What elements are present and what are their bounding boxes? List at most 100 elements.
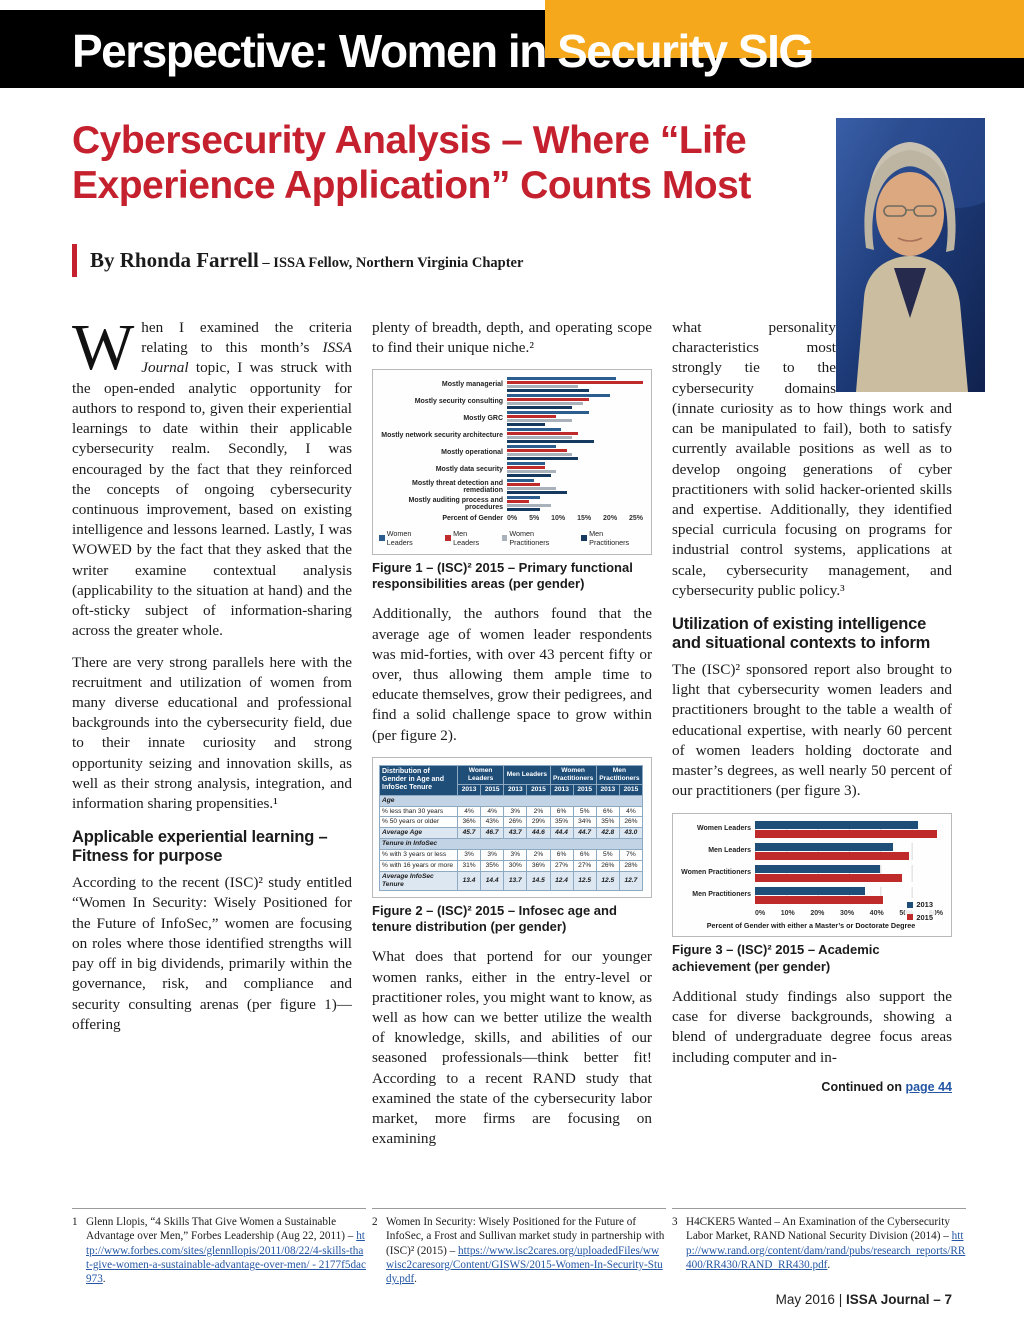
continued-page-link[interactable]: page 44 — [905, 1079, 952, 1094]
chart-legend-item: 2013 — [907, 900, 933, 910]
chart-tick: 40% — [869, 909, 884, 917]
footnote-link[interactable]: http://www.forbes.com/sites/glennllopis/… — [86, 1230, 366, 1286]
chart-legend-swatch — [581, 535, 588, 542]
photo-wrap-spacer — [836, 318, 952, 396]
paragraph: Additional study findings also support t… — [672, 987, 952, 1066]
chart-bar — [755, 864, 881, 873]
chart-plot-area — [507, 377, 643, 393]
chart-bar — [507, 423, 546, 427]
column-2: plenty of breadth, depth, and operating … — [372, 318, 652, 1202]
chart-legend-item: 2015 — [907, 913, 933, 923]
table-cell: 36% — [456, 816, 482, 829]
chart-category-label: Mostly network security architecture — [381, 432, 503, 440]
table-cell: 6% — [549, 805, 574, 818]
chart-axis: Percent of Gender 0% 5% 10% 15% 20% 25% — [379, 514, 643, 523]
table-cell: 2% — [526, 849, 551, 862]
table-year-cell: 2015 — [572, 783, 597, 796]
footer-date: May 2016 — [775, 1292, 835, 1307]
table-year-cell: 2013 — [503, 783, 528, 796]
chart-legend-label: Women Practitioners — [509, 528, 550, 548]
table-cell: 14.4 — [480, 870, 505, 891]
paragraph: plenty of breadth, depth, and operating … — [372, 319, 652, 357]
chart-bar — [507, 406, 573, 410]
chart-row: Women Leaders — [679, 820, 943, 838]
chart-bar — [507, 491, 567, 495]
drop-cap: W — [72, 318, 135, 384]
table-row: % 50 years or older 36% 43% 26% 29% 35% 34% 35%… — [379, 816, 644, 829]
chart-bar — [507, 432, 578, 436]
chart-bar — [507, 419, 573, 423]
paragraph: The (ISC)² sponsored report also brought… — [672, 661, 952, 800]
table-cell: 43.0 — [618, 827, 644, 840]
footnote-text-after: . — [827, 1258, 831, 1271]
chart-plot-area — [507, 479, 643, 495]
chart-axis: 0%10%20%30%40%50%60% — [679, 909, 943, 918]
subheading-experiential-learning: Applicable experiential learning – Fitne… — [72, 828, 328, 866]
footnote-2: 2 Women In Security: Wisely Positioned fo… — [372, 1208, 666, 1287]
table-cell: 26% — [595, 860, 620, 872]
figure-3-legend: 2013 2015 — [905, 897, 935, 925]
table-cell: 3% — [503, 805, 528, 818]
paragraph: What does that portend for our younger w… — [372, 948, 652, 1148]
chart-tick: 15% — [577, 515, 592, 523]
table-group-header: Women Leaders — [456, 764, 505, 785]
chart-legend-item: Men Leaders — [445, 529, 493, 548]
chart-plot-area — [507, 496, 643, 512]
byline: By Rhonda Farrell – ISSA Fellow, Norther… — [72, 244, 523, 277]
table-cell: 42.8 — [595, 827, 620, 840]
table-year-cell: 2013 — [595, 783, 620, 796]
footnote-text-after: . — [414, 1273, 417, 1286]
table-row-label: Average Age — [379, 827, 458, 840]
table-cell: 13.4 — [456, 870, 482, 891]
chart-row: Mostly threat detection and remediation — [379, 479, 643, 495]
table-cell: 4% — [618, 805, 644, 818]
chart-legend: Women Leaders Men Leaders Women Practition… — [379, 529, 643, 548]
table-cell: 7% — [618, 849, 644, 862]
chart-bar — [507, 504, 551, 508]
table-cell: 12.4 — [549, 870, 574, 891]
table-section-title: Tenure in InfoSec — [379, 838, 643, 851]
table-section-title: Age — [379, 794, 643, 807]
chart-bar — [507, 508, 540, 512]
chart-legend-item: Men Practitioners — [581, 529, 643, 548]
section-title-left: Perspective: Women in — [72, 25, 547, 77]
chart-category-label: Mostly GRC — [463, 415, 503, 423]
chart-tick: 20% — [603, 515, 618, 523]
chart-plot-area — [755, 842, 943, 860]
chart-bar — [507, 436, 573, 440]
footnote-link[interactable]: https://www.isc2cares.org/uploadedFiles/… — [386, 1244, 663, 1286]
table-corner-cell: Distribution of Gender in Age and InfoSe… — [379, 764, 458, 796]
footnote-text: H4CKER5 Wanted – An Examination of the C… — [686, 1216, 952, 1243]
chart-plot-area — [507, 445, 643, 461]
chart-row: Women Practitioners — [679, 864, 943, 882]
chart-plot-area — [755, 820, 943, 838]
chart-tick: 60% — [928, 909, 943, 917]
footnote-link[interactable]: http://www.rand.org/content/dam/rand/pub… — [686, 1230, 966, 1271]
table-cell: 34% — [572, 816, 597, 829]
footnote-text-after: . — [102, 1273, 106, 1286]
table-section-row: Age — [379, 794, 643, 807]
chart-tick: 25% — [628, 515, 643, 523]
table-cell: 27% — [549, 860, 574, 872]
chart-bar — [507, 487, 556, 491]
table-group-header: Women Practitioners — [549, 764, 597, 785]
footnote-text: Women In Security: Wisely Positioned for… — [386, 1216, 665, 1257]
chart-legend-item: Women Leaders — [379, 529, 437, 548]
footnote-1: 1 Glenn Llopis, “4 Skills That Give Women… — [72, 1208, 366, 1287]
chart-bar — [507, 428, 562, 432]
table-year-cell: 2015 — [480, 783, 505, 796]
table-cell: 30% — [503, 860, 528, 872]
chart-bar — [507, 453, 573, 457]
chart-plot-area — [755, 864, 943, 882]
table-cell: 46.7 — [480, 827, 505, 840]
table-cell: 2% — [526, 805, 551, 818]
chart-row: Mostly operational — [379, 445, 643, 461]
chart-bar — [507, 377, 616, 381]
chart-row: Mostly GRC — [379, 411, 643, 427]
footnote-3: 3 H4CKER5 Wanted – An Examination of the … — [672, 1208, 966, 1272]
figure-1-chart: Mostly managerial Mostly security consult… — [379, 377, 643, 547]
chart-row: Mostly network security architecture — [379, 428, 643, 444]
figure-2-caption: Figure 2 – (ISC)² 2015 – Infosec age and… — [372, 902, 617, 935]
